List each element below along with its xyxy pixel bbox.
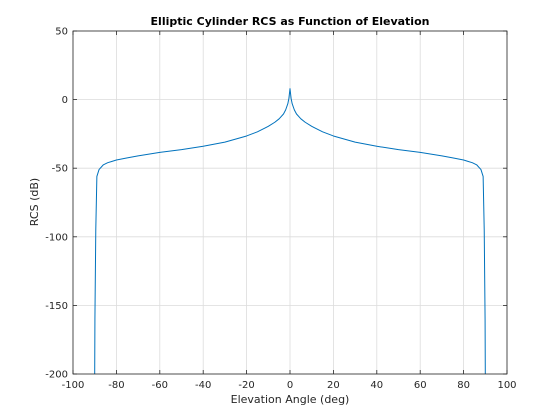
x-tick-label: -40 — [195, 380, 211, 391]
x-tick-label: 0 — [287, 380, 293, 391]
y-axis-label: RCS (dB) — [28, 178, 41, 226]
x-tick-label: 60 — [414, 380, 427, 391]
x-tick-label: 80 — [457, 380, 470, 391]
x-tick-label: -20 — [238, 380, 254, 391]
ticks: -100 -80 -60 -40 -20 0 20 40 60 80 100500-50-100-1… — [45, 27, 516, 392]
y-tick-label: 50 — [55, 27, 68, 38]
x-tick-label: -100 — [62, 380, 85, 391]
y-tick-label: -150 — [45, 301, 68, 312]
y-tick-label: -200 — [45, 370, 68, 381]
chart-title: Elliptic Cylinder RCS as Function of Ele… — [151, 15, 430, 28]
y-tick-label: -50 — [52, 164, 68, 175]
x-tick-label: -80 — [108, 380, 124, 391]
rcs-line — [94, 88, 486, 375]
x-tick-label: -60 — [152, 380, 168, 391]
y-tick-label: -100 — [45, 232, 68, 243]
x-tick-label: 40 — [370, 380, 383, 391]
x-axis-label: Elevation Angle (deg) — [231, 393, 350, 406]
y-tick-label: 0 — [62, 95, 68, 106]
x-tick-label: 20 — [327, 380, 340, 391]
series-layer — [94, 88, 486, 375]
x-tick-label: 100 — [497, 380, 516, 391]
